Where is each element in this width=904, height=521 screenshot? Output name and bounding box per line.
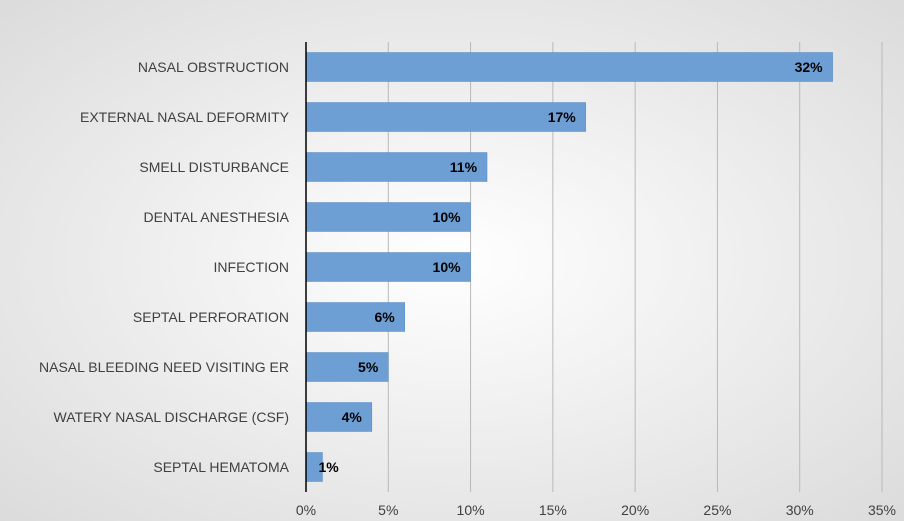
data-label: 32%	[795, 59, 824, 75]
x-tick-label: 0%	[296, 502, 316, 518]
x-tick-label: 10%	[457, 502, 485, 518]
data-label: 4%	[342, 409, 363, 425]
x-tick-label: 25%	[703, 502, 731, 518]
x-tick-label: 15%	[539, 502, 567, 518]
labels: 0% 5% 10% 15% 20% 25% 30% 35% NASAL OBSTRUCTION 3…	[39, 59, 896, 518]
category-label: SEPTAL PERFORATION	[133, 309, 289, 325]
bars	[305, 52, 833, 482]
data-label: 10%	[433, 209, 462, 225]
category-label: NASAL BLEEDING NEED VISITING ER	[39, 359, 289, 375]
bar-dental-anesthesia	[305, 202, 471, 232]
category-label: EXTERNAL NASAL DEFORMITY	[80, 109, 290, 125]
category-label: WATERY NASAL DISCHARGE (CSF)	[54, 409, 289, 425]
category-label: INFECTION	[214, 259, 289, 275]
bar-septal-perforation	[305, 302, 405, 332]
bar-watery-nasal-discharge-csf	[305, 402, 373, 432]
x-tick-label: 5%	[378, 502, 398, 518]
data-label: 6%	[375, 309, 396, 325]
data-label: 1%	[318, 459, 339, 475]
x-tick-label: 35%	[868, 502, 896, 518]
x-tick-label: 30%	[786, 502, 814, 518]
category-label: SMELL DISTURBANCE	[139, 159, 289, 175]
category-label: NASAL OBSTRUCTION	[138, 59, 289, 75]
bar-external-nasal-deformity	[305, 102, 587, 132]
bar-nasal-bleeding-need-visiting-er	[305, 352, 389, 382]
category-label: DENTAL ANESTHESIA	[144, 209, 290, 225]
data-label: 10%	[433, 259, 462, 275]
data-label: 11%	[450, 159, 478, 175]
x-tick-label: 20%	[621, 502, 649, 518]
category-label: SEPTAL HEMATOMA	[153, 459, 289, 475]
data-label: 17%	[548, 109, 577, 125]
bar-nasal-obstruction	[305, 52, 833, 82]
data-label: 5%	[358, 359, 379, 375]
